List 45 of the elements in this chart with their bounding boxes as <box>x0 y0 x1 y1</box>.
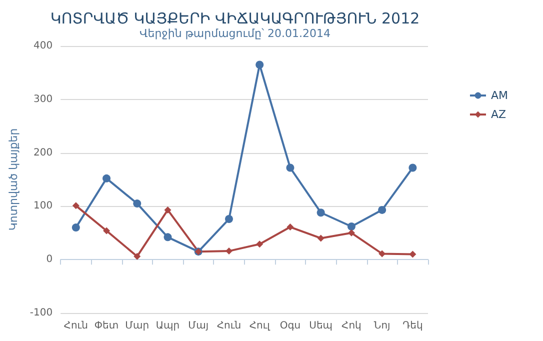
point <box>286 224 294 231</box>
point <box>225 248 232 255</box>
x-tick-label: Մայ <box>188 320 209 332</box>
point <box>347 222 356 230</box>
point <box>72 224 80 232</box>
point <box>102 174 111 182</box>
point <box>103 227 110 234</box>
y-tick-label: 400 <box>34 40 53 52</box>
y-tick-label: 100 <box>34 200 53 212</box>
chart-subtitle: Վերջին թարմացումը՝ 20.01.2014 <box>139 27 331 40</box>
point <box>348 229 355 236</box>
point <box>316 208 325 217</box>
point <box>286 164 294 172</box>
legend-label: AM <box>490 89 508 102</box>
point <box>378 250 386 258</box>
x-tick-label: Օգս <box>280 320 301 332</box>
x-tick-label: Հուլ <box>249 320 272 332</box>
y-axis-title: Կոտրված կայքեր <box>7 128 20 231</box>
point <box>408 164 417 172</box>
y-tick-label: 300 <box>34 94 53 105</box>
y-tick-label: 200 <box>34 147 53 158</box>
x-tick-label: Մար <box>125 320 150 332</box>
point <box>317 234 324 242</box>
x-tick-label: Սեպ <box>309 320 333 332</box>
x-tick-label: Հուն <box>216 320 242 332</box>
legend-label: AZ <box>490 108 507 121</box>
point <box>164 206 172 214</box>
y-tick-label: 0 <box>46 254 53 266</box>
x-tick-label: Հոկ <box>342 320 362 332</box>
x-tick-label: Ապր <box>156 320 180 332</box>
chart-title: ԿՈՏՐՎԱԾ ԿԱՅՔԵՐԻ ՎԻՃԱԿԱԳՐՈՒԹՅՈՒՆ 2012 <box>50 10 420 28</box>
point <box>164 233 172 242</box>
x-tick-label: Փետ <box>94 320 119 332</box>
point <box>256 240 264 248</box>
point <box>409 250 416 258</box>
point <box>256 60 264 69</box>
point <box>72 202 80 210</box>
x-tick-label: Հուն <box>64 320 88 332</box>
y-tick-label: -100 <box>30 308 53 318</box>
point <box>224 215 233 224</box>
point <box>378 206 386 214</box>
x-tick-label: Դեկ <box>402 320 423 332</box>
point <box>133 200 142 208</box>
x-tick-label: Նոյ <box>374 320 390 332</box>
point <box>134 252 141 260</box>
